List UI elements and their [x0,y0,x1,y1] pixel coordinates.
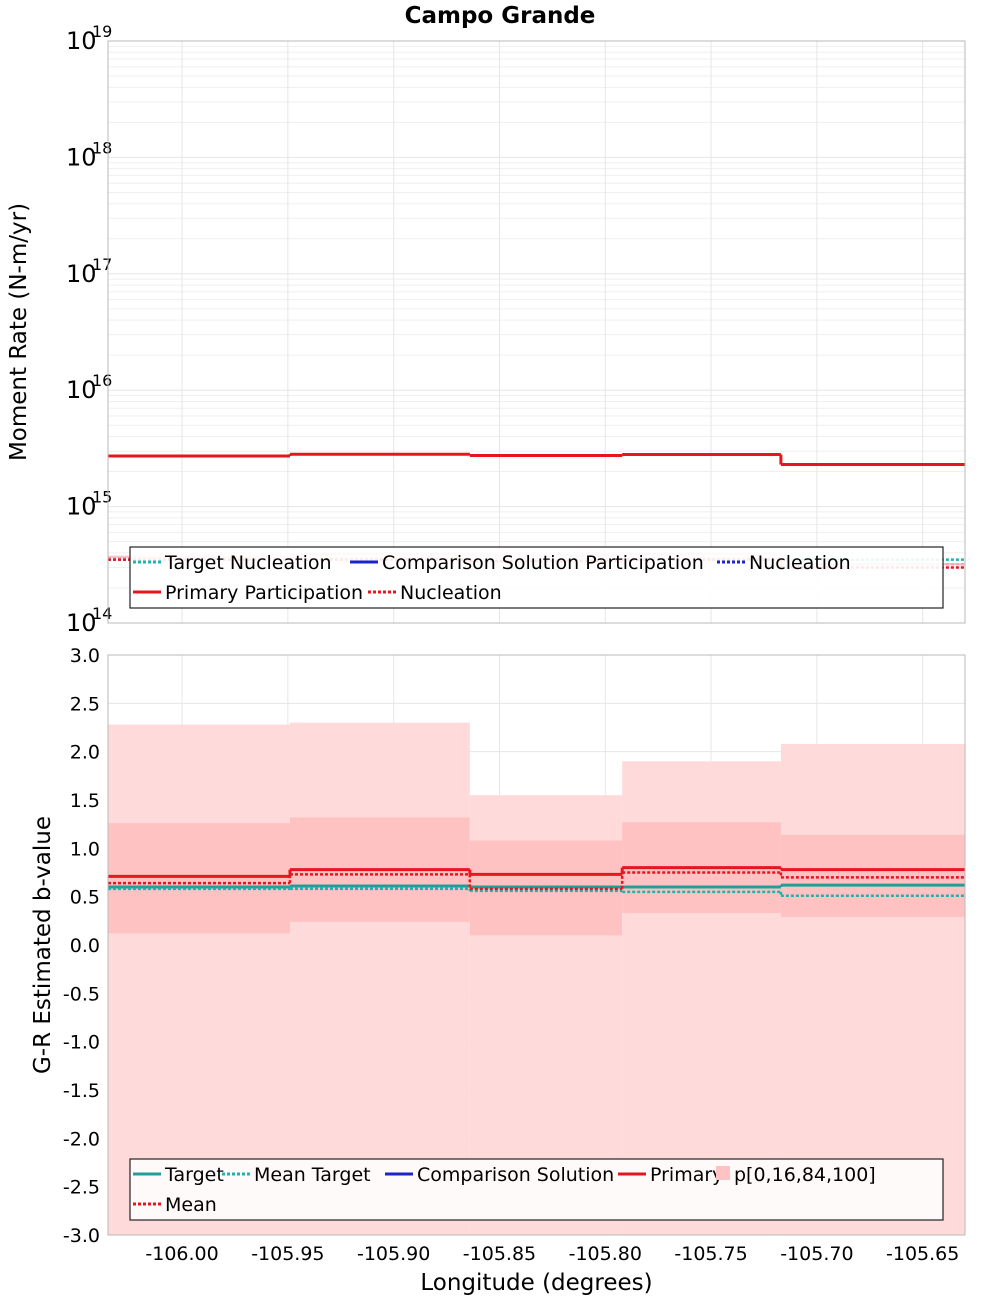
y-tick-exponent: 19 [92,22,112,41]
legend-box [129,1158,944,1221]
legend: Target Nucleation Comparison Solution Par… [129,546,944,609]
legend-label: Primary [650,1164,723,1186]
legend-item: Target Nucleation [133,552,332,574]
y-tick-exponent: 17 [92,255,112,274]
legend-label: Comparison Solution Participation [382,552,704,574]
x-tick-label: -105.95 [251,1243,324,1265]
y-tick-label: 3.0 [70,645,100,667]
top-plot-frame [107,40,966,624]
y-axis-title: Moment Rate (N-m/yr) [6,203,32,461]
y-tick-label: -3.0 [63,1225,100,1247]
chart-title: Campo Grande [405,3,596,29]
legend-label: Nucleation [749,552,851,574]
b-value-panel: -3.0 -2.5 -2.0 -1.5 -1.0 -0.5 0.0 0.5 1.0 1.5 2.0 2… [30,645,966,1296]
legend-item: Primary Participation [133,582,363,604]
y-tick-label: 10 [66,376,97,404]
legend-label: Mean [165,1194,217,1216]
b-series-0 [108,883,965,889]
y-tick-exponent: 18 [92,138,112,157]
legend-label: Primary Participation [165,582,363,604]
y-tick-label: 10 [66,27,97,55]
legend-item: Primary [618,1164,723,1186]
x-tick-label: -105.65 [886,1243,959,1265]
x-tick-label: -105.70 [780,1243,853,1265]
y-tick-label: 1.0 [70,838,100,860]
legend-item: Mean [133,1194,217,1216]
legend-item: Comparison Solution Participation [350,552,704,574]
legend-item: Comparison Solution [385,1164,614,1186]
y-tick-label: -2.0 [63,1128,100,1150]
y-tick-label: 2.5 [70,693,100,715]
legend-label: Nucleation [400,582,502,604]
x-tick-label: -105.90 [357,1243,430,1265]
b-series-3 [108,871,965,891]
b-series-1 [108,887,965,897]
legend-label: Comparison Solution [417,1164,614,1186]
y-tick-exponent: 15 [92,488,112,507]
y-tick-label: 2.0 [70,742,100,764]
x-tick-label: -105.85 [463,1243,536,1265]
x-tick-label: -105.80 [569,1243,642,1265]
y-tick-label: -1.0 [63,1032,100,1054]
y-tick-label: 1.5 [70,790,100,812]
band-inner [780,834,965,917]
y-tick-label: 10 [66,609,97,637]
legend-swatch [716,1166,730,1180]
band-inner [108,823,290,934]
legend-label: p[0,16,84,100] [734,1164,876,1186]
legend-item: p[0,16,84,100] [716,1164,876,1186]
band-outer [780,743,965,1235]
series-3 [108,452,965,466]
legend: Target Mean Target Comparison Solution Prim… [129,1158,944,1221]
y-tick-label: -1.5 [63,1080,100,1102]
legend-item: Target [133,1164,224,1186]
band-outer [108,724,290,1235]
legend-label: Target Nucleation [164,552,332,574]
legend-item: Nucleation [717,552,851,574]
x-axis-title: Longitude (degrees) [420,1270,652,1296]
y-tick-exponent: 16 [92,371,112,390]
legend-item: Nucleation [368,582,502,604]
y-axis-title: G-R Estimated b-value [30,816,56,1074]
y-tick-exponent: 14 [92,604,112,623]
legend-box [129,546,944,609]
legend-item: Mean Target [222,1164,371,1186]
y-tick-label: 10 [66,493,97,521]
y-tick-label: 0.5 [70,887,100,909]
y-tick-label: 0.0 [70,935,100,957]
bottom-plot-frame [107,654,966,1236]
y-tick-label: 10 [66,260,97,288]
x-tick-label: -106.00 [145,1243,218,1265]
y-tick-label: 10 [66,143,97,171]
x-tick-label: -105.75 [674,1243,747,1265]
y-tick-label: -2.5 [63,1177,100,1199]
band-outer [289,722,470,1235]
legend-label: Mean Target [254,1164,371,1186]
y-tick-label: -0.5 [63,983,100,1005]
legend-label: Target [164,1164,224,1186]
